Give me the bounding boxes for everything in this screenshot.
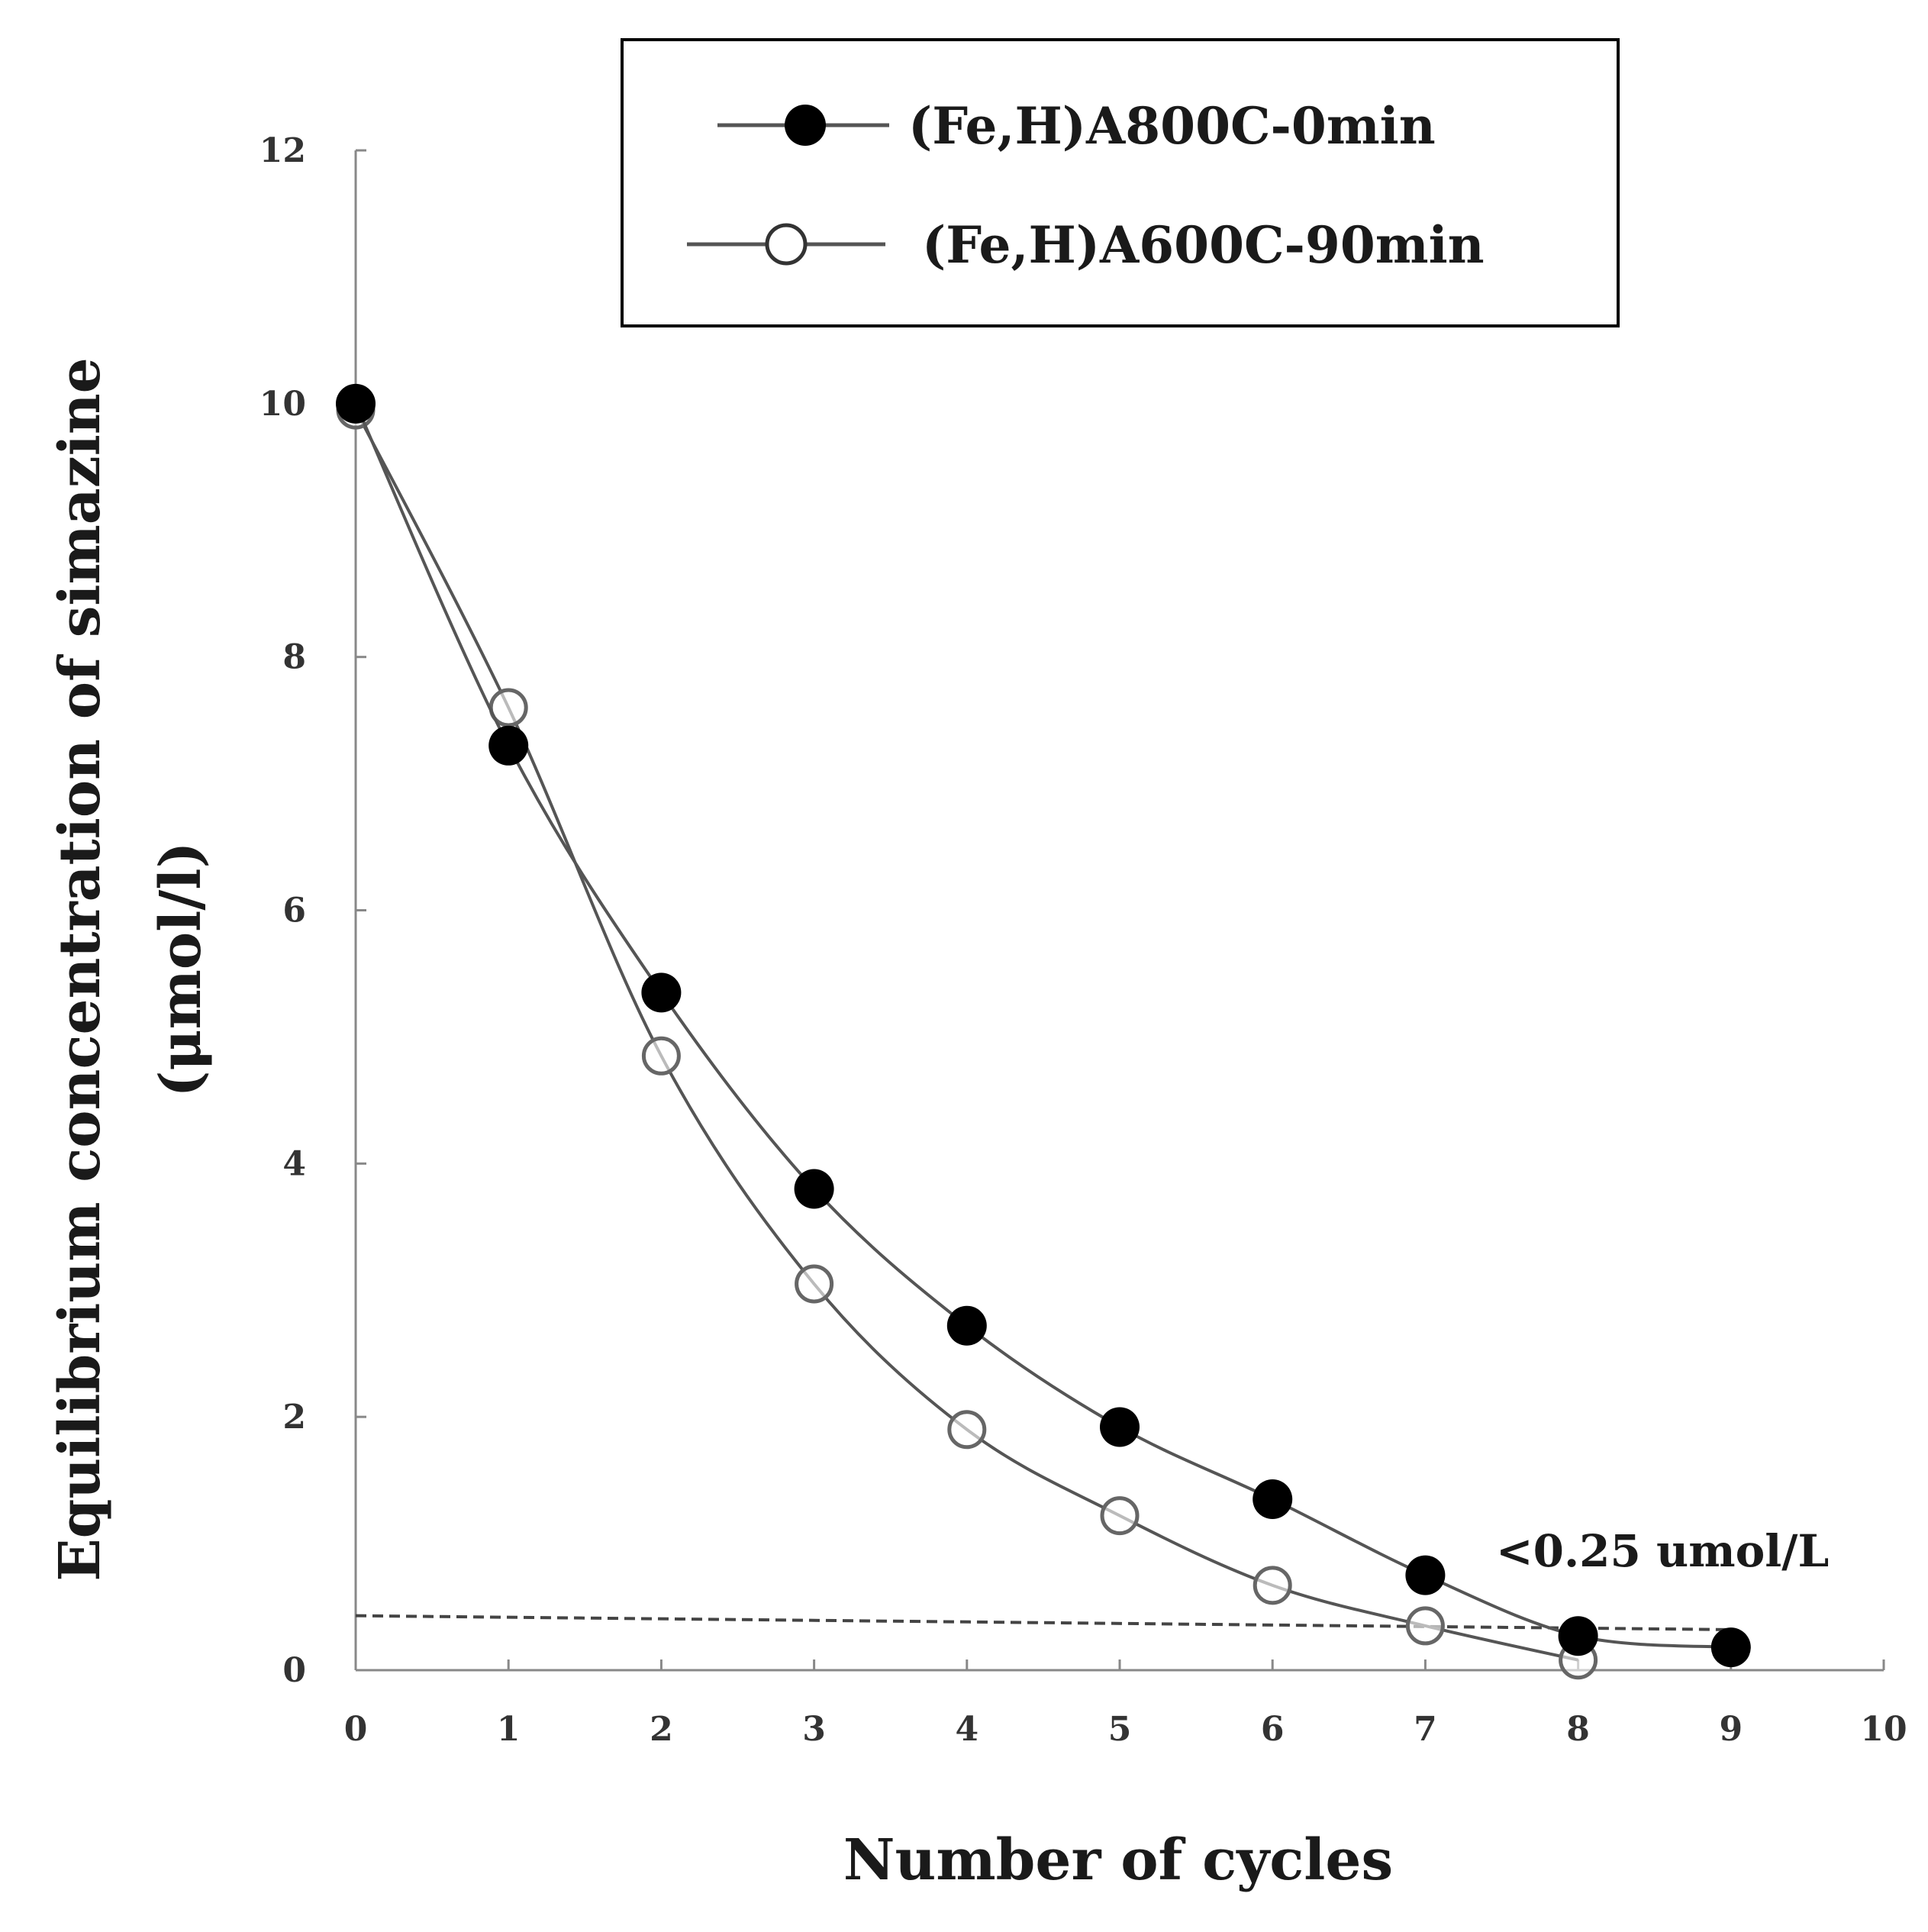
legend: (Fe,H)A800C-0min (Fe,H)A600C-90min <box>621 38 1620 327</box>
x-tick-label: 1 <box>497 1710 521 1749</box>
data-point-series-1 <box>1405 1555 1446 1595</box>
data-point-series-1 <box>488 725 529 766</box>
data-point-series-1 <box>1100 1407 1140 1447</box>
threshold-annotation: <0.25 umol/L <box>1496 1525 1829 1577</box>
legend-box <box>621 38 1620 327</box>
y-tick-label: 6 <box>282 892 306 931</box>
data-point-series-1 <box>641 972 682 1013</box>
data-point-series-1 <box>1253 1479 1293 1520</box>
data-point-series-2 <box>947 1410 987 1450</box>
data-point-series-2 <box>641 1036 681 1076</box>
x-tick-label: 10 <box>1860 1710 1907 1749</box>
series-line-1 <box>354 403 1731 1650</box>
x-tick-label: 4 <box>955 1710 979 1749</box>
legend-marker-open-circle <box>765 223 808 266</box>
y-axis-title-line2: (μmol/l) <box>148 841 214 1097</box>
y-axis-title-line1: Equilibrium concentration of simazine <box>47 357 113 1581</box>
series-line-2 <box>354 409 1579 1662</box>
data-point-series-1 <box>1710 1627 1751 1668</box>
data-point-series-1 <box>1558 1616 1598 1656</box>
data-point-series-2 <box>795 1264 834 1304</box>
x-tick-label: 0 <box>344 1710 368 1749</box>
legend-label-series-1: (Fe,H)A800C-0min <box>908 96 1436 156</box>
data-point-series-2 <box>1253 1566 1292 1605</box>
y-tick-label: 12 <box>260 131 306 170</box>
y-tick-label: 10 <box>260 385 306 424</box>
x-tick-label: 7 <box>1414 1710 1437 1749</box>
y-tick-label: 4 <box>282 1144 306 1183</box>
data-point-series-2 <box>1405 1606 1445 1646</box>
x-tick-label: 9 <box>1719 1710 1743 1749</box>
x-tick-label: 8 <box>1566 1710 1590 1749</box>
legend-marker-filled-circle <box>785 105 826 146</box>
x-tick-label: 5 <box>1108 1710 1132 1749</box>
x-tick-label: 3 <box>802 1710 826 1749</box>
data-point-series-2 <box>1100 1496 1140 1536</box>
threshold-dashed-line <box>355 1614 1731 1631</box>
x-tick-label: 2 <box>650 1710 673 1749</box>
data-point-series-1 <box>946 1305 987 1346</box>
x-tick-label: 6 <box>1261 1710 1285 1749</box>
data-point-series-1 <box>336 383 376 424</box>
y-tick-label: 0 <box>282 1651 306 1690</box>
series-layer <box>336 383 1751 1680</box>
legend-label-series-2: (Fe,H)A600C-90min <box>922 215 1485 275</box>
reference-line-layer <box>355 1614 1731 1631</box>
y-tick-label: 2 <box>282 1398 306 1437</box>
y-tick-label: 8 <box>282 638 306 677</box>
data-point-series-1 <box>794 1169 834 1209</box>
x-axis-title: Number of cycles <box>843 1827 1393 1893</box>
